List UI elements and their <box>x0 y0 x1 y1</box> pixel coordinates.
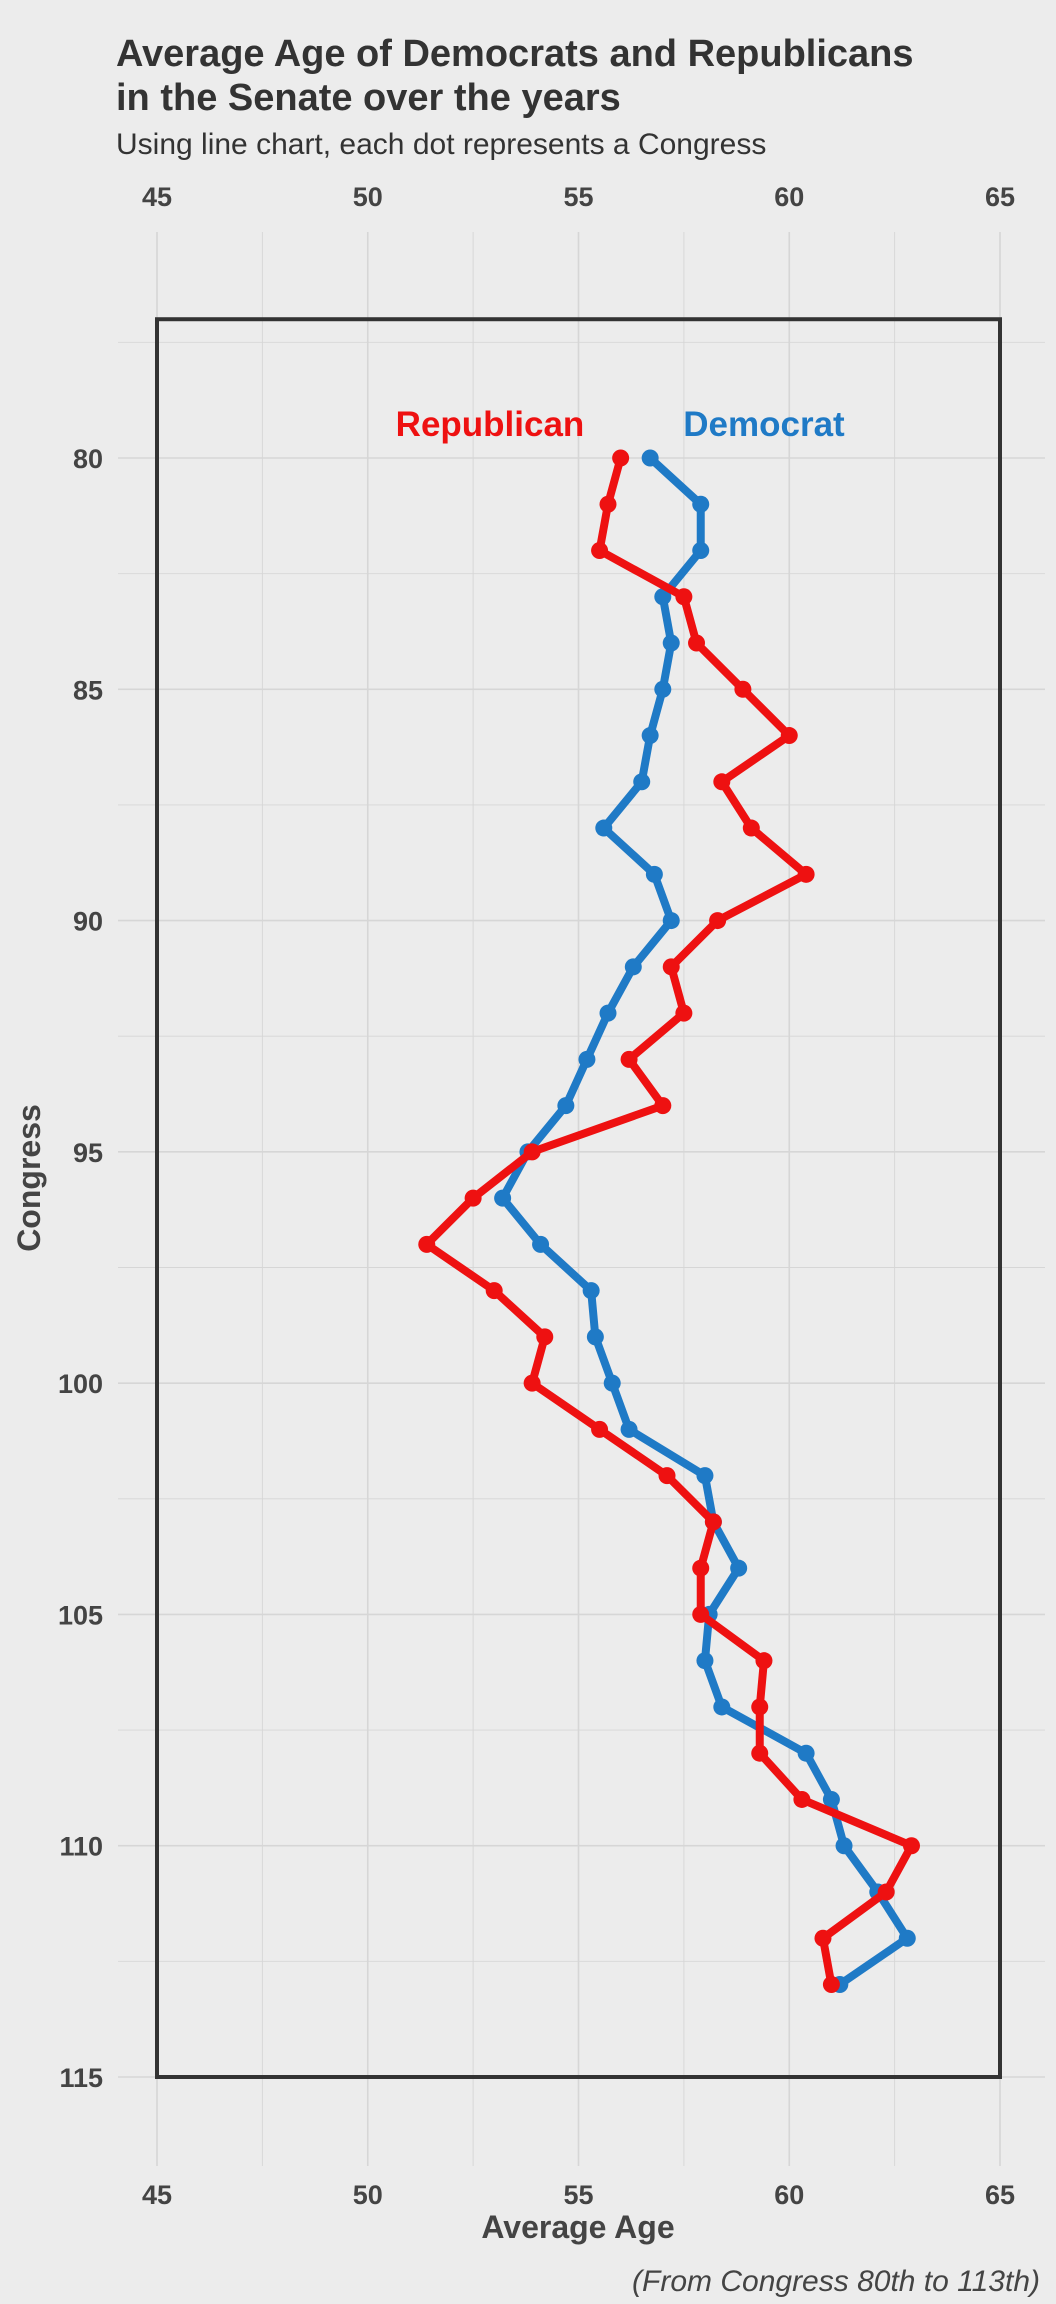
democrat-point <box>696 1652 714 1670</box>
y-tick-label: 90 <box>73 907 103 937</box>
republican-point <box>485 1282 503 1300</box>
series-republican <box>418 449 920 1993</box>
democrat-point <box>586 1328 604 1346</box>
legend-democrat: Democrat <box>683 405 845 444</box>
grid <box>118 232 1045 2166</box>
republican-point <box>780 727 798 745</box>
republican-point <box>692 1559 710 1577</box>
democrat-point <box>662 634 680 652</box>
republican-point <box>662 958 680 976</box>
y-tick-label: 95 <box>73 1138 103 1168</box>
republican-point <box>751 1744 769 1762</box>
chart-title-line1: Average Age of Democrats and Republicans <box>116 33 914 75</box>
series <box>418 449 920 1993</box>
republican-point <box>755 1652 773 1670</box>
x-tick-label-top: 45 <box>142 182 172 212</box>
republican-point <box>713 773 731 791</box>
republican-point <box>418 1235 436 1253</box>
republican-line <box>422 454 916 1989</box>
republican-point <box>688 634 706 652</box>
republican-point <box>822 1975 840 1993</box>
democrat-point <box>730 1559 748 1577</box>
republican-point <box>658 1467 676 1485</box>
x-tick-label-bottom: 45 <box>142 2180 172 2210</box>
democrat-point <box>599 1004 617 1022</box>
republican-point <box>793 1790 811 1808</box>
republican-point <box>523 1143 541 1161</box>
y-tick-label: 100 <box>58 1369 103 1399</box>
democrat-point <box>532 1235 550 1253</box>
y-tick-label: 115 <box>59 2063 103 2093</box>
republican-point <box>751 1698 769 1716</box>
democrat-point <box>578 1050 596 1068</box>
legend-republican: Republican <box>396 405 585 444</box>
democrat-point <box>797 1744 815 1762</box>
republican-point <box>591 1420 609 1438</box>
republican-point <box>734 680 752 698</box>
republican-point <box>742 819 760 837</box>
x-tick-label-top: 60 <box>774 182 804 212</box>
republican-point <box>464 1189 482 1207</box>
democrat-point <box>645 865 663 883</box>
democrat-point <box>582 1282 600 1300</box>
republican-point <box>523 1374 541 1392</box>
republican-point <box>675 588 693 606</box>
republican-point <box>675 1004 693 1022</box>
y-axis-label: Congress <box>11 1104 47 1252</box>
series-democrat <box>494 449 916 1993</box>
x-axis-label: Average Age <box>481 2209 674 2245</box>
democrat-point <box>713 1698 731 1716</box>
republican-point <box>591 542 609 560</box>
democrat-line <box>498 454 912 1989</box>
republican-point <box>612 449 630 467</box>
y-tick-label: 110 <box>59 1832 103 1862</box>
democrat-point <box>633 773 651 791</box>
y-tick-label: 85 <box>73 675 103 705</box>
plot-frame <box>155 317 1002 2080</box>
democrat-point <box>654 680 672 698</box>
republican-point <box>599 495 617 513</box>
democrat-point <box>641 449 659 467</box>
democrat-point <box>557 1097 575 1115</box>
republican-point <box>814 1929 832 1947</box>
democrat-point <box>595 819 613 837</box>
democrat-point <box>641 727 659 745</box>
democrat-point <box>620 1420 638 1438</box>
x-tick-label-top: 55 <box>563 182 593 212</box>
x-tick-label-bottom: 55 <box>563 2180 593 2210</box>
x-tick-label-bottom: 50 <box>353 2180 383 2210</box>
republican-point <box>704 1513 722 1531</box>
republican-point <box>692 1605 710 1623</box>
republican-point <box>620 1050 638 1068</box>
republican-point <box>797 865 815 883</box>
y-tick-label: 105 <box>58 1600 103 1630</box>
republican-point <box>654 1097 672 1115</box>
democrat-point <box>696 1467 714 1485</box>
chart-subtitle: Using line chart, each dot represents a … <box>116 128 766 161</box>
democrat-point <box>654 588 672 606</box>
legend: Republican Democrat <box>396 405 845 444</box>
democrat-point <box>835 1837 853 1855</box>
x-tick-label-top: 50 <box>353 182 383 212</box>
democrat-point <box>603 1374 621 1392</box>
democrat-point <box>692 495 710 513</box>
democrat-point <box>898 1929 916 1947</box>
democrat-point <box>494 1189 512 1207</box>
x-tick-label-top: 65 <box>985 182 1015 212</box>
republican-point <box>536 1328 554 1346</box>
x-tick-label-bottom: 60 <box>774 2180 804 2210</box>
caption: (From Congress 80th to 113th) <box>632 2265 1040 2298</box>
democrat-point <box>624 958 642 976</box>
democrat-point <box>662 912 680 930</box>
tick-labels: 45 45 50 50 55 55 60 60 65 65 80 85 90 95 100 105 110 115 <box>58 182 1015 2210</box>
republican-point <box>877 1883 895 1901</box>
republican-point <box>709 912 727 930</box>
x-tick-label-bottom: 65 <box>985 2180 1015 2210</box>
democrat-point <box>822 1790 840 1808</box>
y-tick-label: 80 <box>73 444 103 474</box>
republican-point <box>902 1837 920 1855</box>
chart-title-line2: in the Senate over the years <box>116 77 621 119</box>
democrat-point <box>692 542 710 560</box>
